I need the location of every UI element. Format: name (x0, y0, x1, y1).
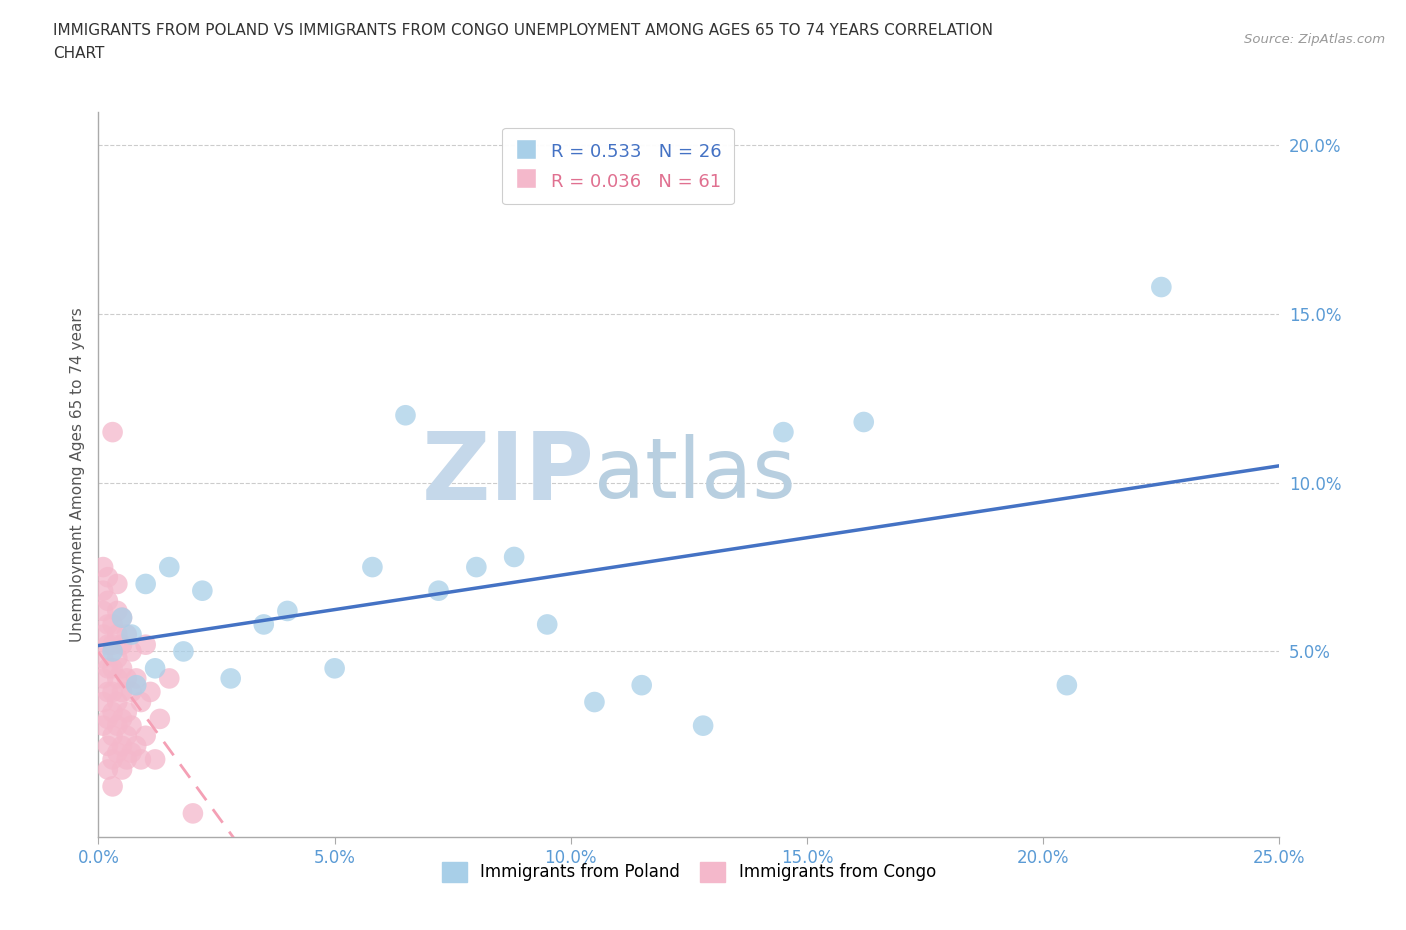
Point (692, 718, 714, 733)
Point (191, 583, 214, 598)
Point (97, 711, 120, 726)
Point (111, 661, 134, 676)
Point (101, 705, 124, 720)
Point (149, 711, 172, 726)
Point (97, 762, 120, 777)
Point (91, 651, 114, 666)
Point (101, 752, 124, 767)
Point (111, 637, 134, 652)
Point (101, 644, 124, 658)
Point (1150, 280, 1173, 295)
Point (115, 728, 138, 743)
Point (219, 671, 242, 685)
Point (111, 610, 134, 625)
Point (125, 678, 148, 693)
Point (91, 583, 114, 598)
Point (101, 779, 124, 794)
Point (105, 695, 128, 710)
Point (143, 752, 166, 767)
Point (143, 661, 166, 676)
Point (105, 627, 128, 642)
Text: IMMIGRANTS FROM POLAND VS IMMIGRANTS FROM CONGO UNEMPLOYMENT AMONG AGES 65 TO 74: IMMIGRANTS FROM POLAND VS IMMIGRANTS FRO… (53, 23, 994, 38)
Point (91, 560, 114, 575)
Point (115, 752, 138, 767)
Point (1056, 678, 1078, 693)
Point (394, 408, 416, 423)
Point (139, 684, 162, 699)
Point (125, 671, 148, 685)
Text: CHART: CHART (53, 46, 105, 61)
Point (503, 550, 526, 565)
Point (427, 583, 450, 598)
Point (157, 560, 180, 575)
Point (361, 560, 384, 575)
Point (115, 627, 138, 642)
Point (852, 415, 875, 430)
Point (97, 661, 120, 676)
Point (105, 718, 128, 733)
Point (121, 718, 143, 733)
Text: ZIP: ZIP (422, 429, 595, 520)
Point (101, 637, 124, 652)
Point (135, 637, 157, 652)
Point (97, 684, 120, 699)
Point (276, 604, 298, 618)
Point (772, 425, 794, 440)
Point (121, 627, 143, 642)
Point (101, 661, 124, 676)
Text: Source: ZipAtlas.com: Source: ZipAtlas.com (1244, 33, 1385, 46)
Point (111, 762, 134, 777)
Point (101, 728, 124, 743)
Point (97, 738, 120, 753)
Legend: Immigrants from Poland, Immigrants from Congo: Immigrants from Poland, Immigrants from … (433, 854, 945, 890)
Point (121, 684, 143, 699)
Point (91, 627, 114, 642)
Point (172, 644, 194, 658)
Point (111, 684, 134, 699)
Point (121, 644, 143, 658)
Point (181, 806, 204, 821)
Point (129, 695, 152, 710)
Point (111, 610, 134, 625)
Point (157, 671, 180, 685)
Point (105, 651, 128, 666)
Point (323, 661, 346, 676)
Point (135, 728, 157, 743)
Point (105, 671, 128, 685)
Point (91, 671, 114, 685)
Point (125, 738, 148, 753)
Point (630, 678, 652, 693)
Point (91, 718, 114, 733)
Point (101, 684, 124, 699)
Text: atlas: atlas (595, 433, 796, 515)
Point (101, 425, 124, 440)
Point (115, 671, 138, 685)
Point (91, 604, 114, 618)
Point (111, 711, 134, 726)
Point (465, 560, 488, 575)
Point (583, 695, 606, 710)
Point (105, 577, 128, 591)
Point (97, 593, 120, 608)
Point (129, 752, 152, 767)
Point (97, 637, 120, 652)
Point (121, 745, 143, 760)
Point (97, 617, 120, 631)
Point (135, 577, 157, 591)
Point (536, 617, 558, 631)
Point (253, 617, 276, 631)
Point (97, 570, 120, 585)
Point (111, 738, 134, 753)
Point (91, 695, 114, 710)
Point (105, 604, 128, 618)
Y-axis label: Unemployment Among Ages 65 to 74 years: Unemployment Among Ages 65 to 74 years (69, 307, 84, 642)
Point (115, 705, 138, 720)
Point (101, 617, 124, 631)
Point (105, 745, 128, 760)
